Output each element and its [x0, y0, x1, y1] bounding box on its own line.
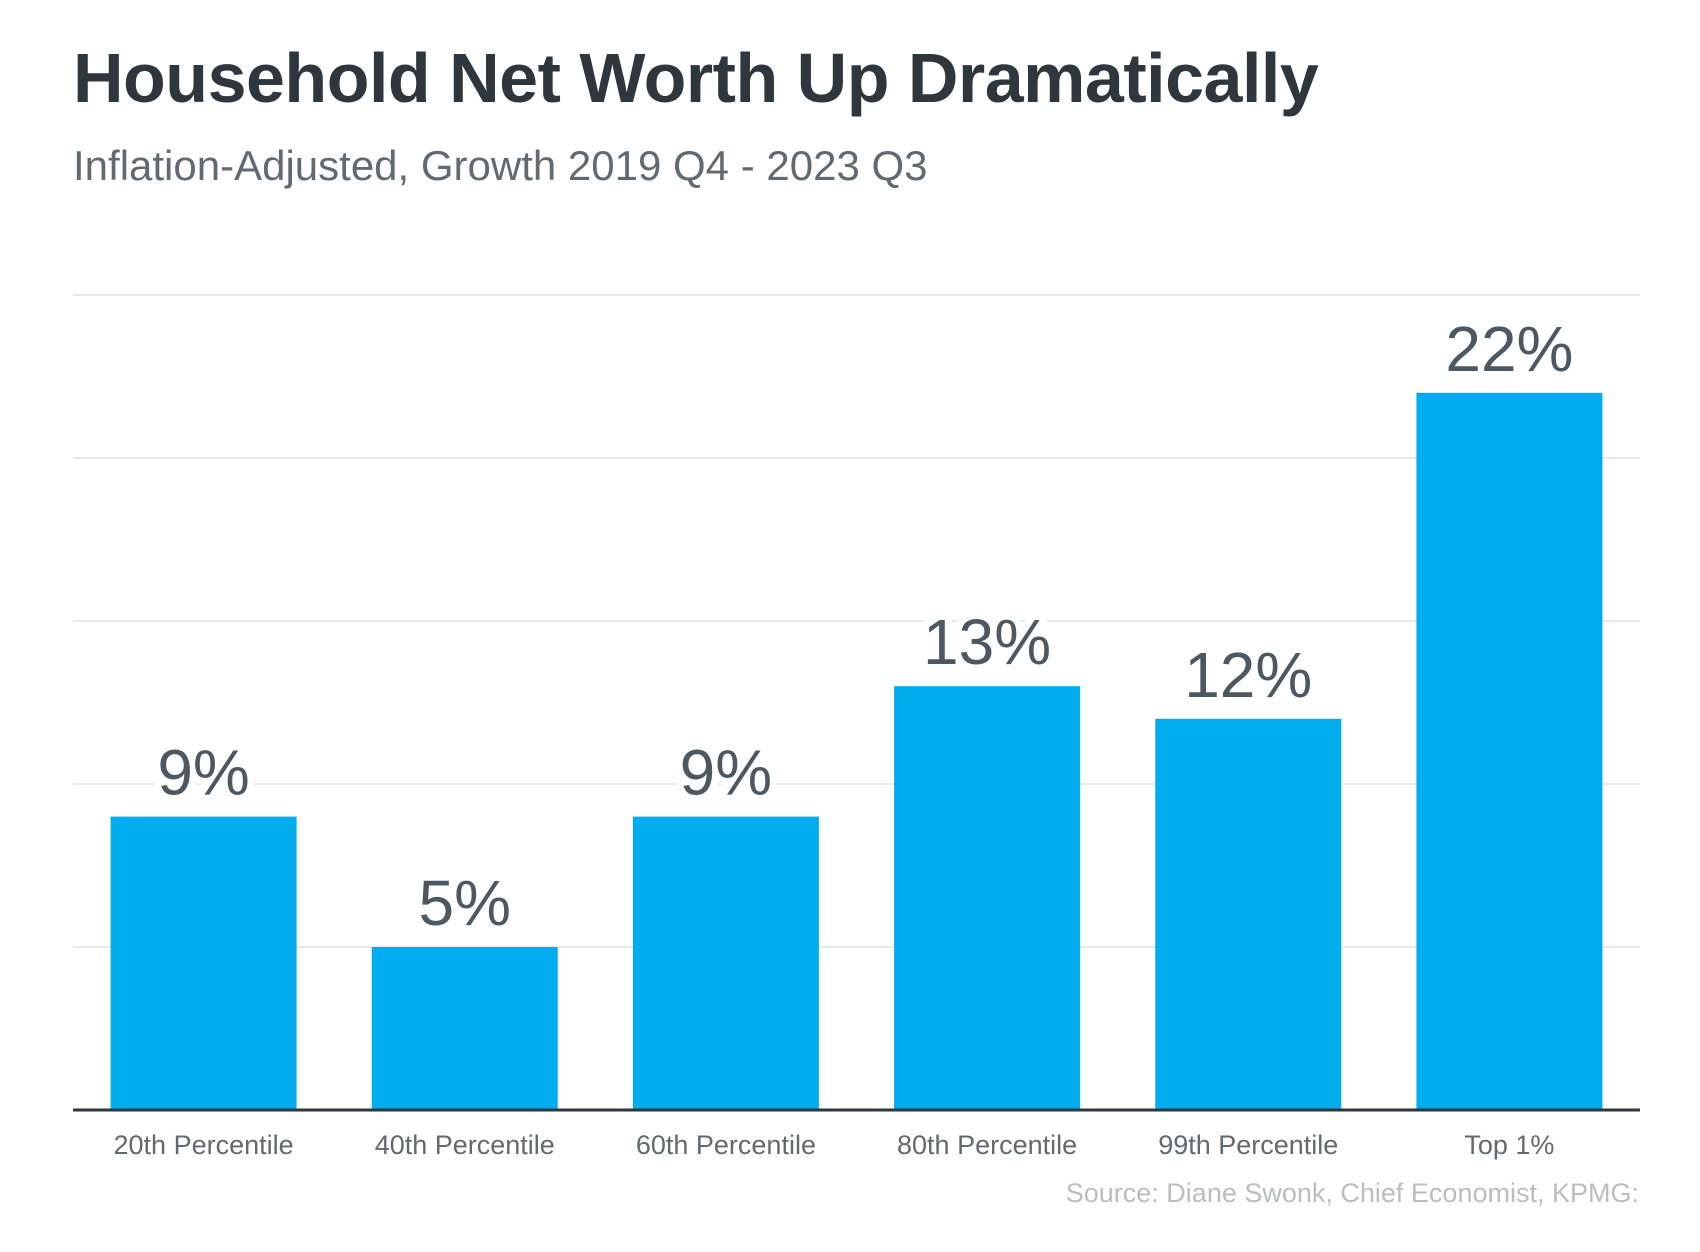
bar	[632, 816, 819, 1110]
bar	[1155, 718, 1342, 1110]
data-label: 9%	[680, 737, 773, 809]
bars: 9% 5% 9% 13% 12% 22%	[110, 306, 1603, 1110]
category-label: 80th Percentile	[897, 1130, 1077, 1160]
data-label: 22%	[1445, 313, 1573, 385]
source-note: Source: Diane Swonk, Chief Economist, KP…	[1065, 1178, 1639, 1208]
x-axis: 20th Percentile 40th Percentile 60th Perce…	[73, 1108, 1640, 1160]
chart-title: Household Net Worth Up Dramatically	[73, 39, 1319, 117]
data-label: 5%	[419, 867, 512, 939]
chart-subtitle: Inflation-Adjusted, Growth 2019 Q4 - 202…	[73, 142, 928, 189]
bar	[110, 816, 297, 1110]
gridlines	[73, 294, 1640, 948]
category-label: Top 1%	[1464, 1130, 1554, 1160]
bar	[371, 947, 558, 1110]
category-label: 60th Percentile	[636, 1130, 816, 1160]
bar	[1416, 392, 1603, 1110]
category-label: 40th Percentile	[375, 1130, 555, 1160]
data-label: 12%	[1184, 639, 1312, 711]
category-label: 99th Percentile	[1158, 1130, 1338, 1160]
data-label: 9%	[157, 737, 250, 809]
category-label: 20th Percentile	[114, 1130, 294, 1160]
data-label: 13%	[923, 606, 1051, 678]
bar	[894, 686, 1081, 1110]
